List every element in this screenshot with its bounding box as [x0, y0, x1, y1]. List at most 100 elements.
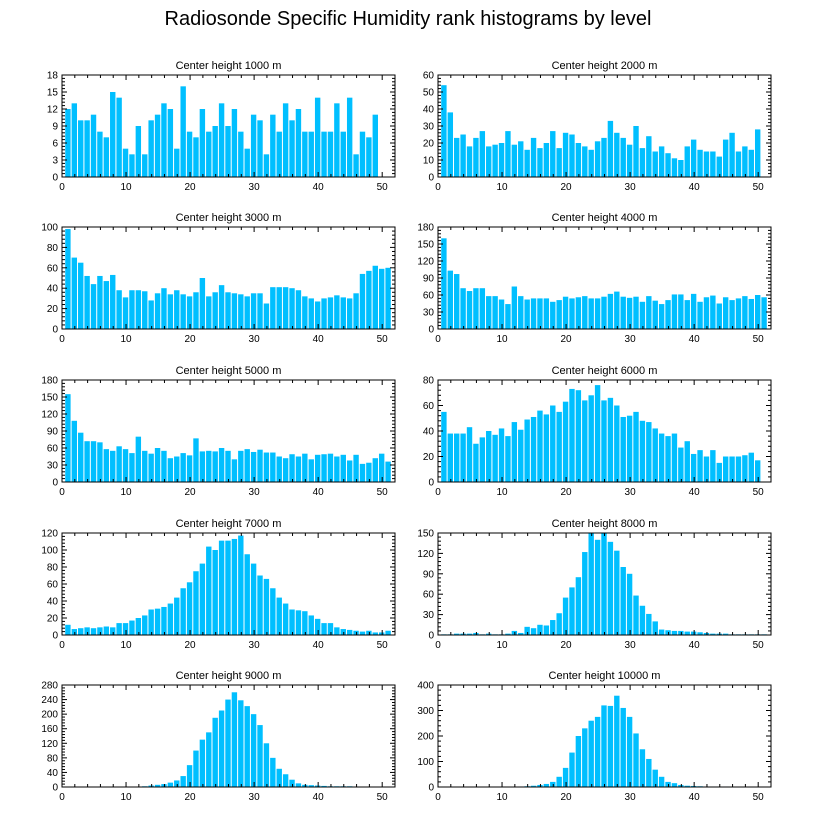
x-tick-label: 50	[753, 487, 765, 498]
histogram-bar	[321, 454, 327, 482]
y-tick-label: 60	[47, 263, 59, 274]
y-tick-label: 20	[423, 139, 435, 150]
x-tick-label: 30	[625, 334, 637, 345]
histogram-bar	[684, 631, 690, 635]
y-tick-label: 60	[423, 401, 435, 412]
histogram-bar	[244, 296, 250, 329]
histogram-bar	[665, 153, 671, 177]
histogram-bar	[652, 428, 658, 482]
histogram-bar	[78, 628, 84, 635]
y-tick-label: 0	[52, 173, 58, 184]
histogram-bar	[441, 411, 447, 483]
y-tick-label: 0	[428, 783, 434, 794]
histogram-bar	[276, 597, 282, 635]
histogram-bar	[543, 298, 550, 329]
histogram-bar	[206, 732, 212, 787]
histogram-bar	[154, 448, 161, 482]
histogram-bar	[71, 420, 78, 482]
histogram-bar	[308, 615, 314, 635]
histogram-bar	[346, 298, 353, 329]
histogram-bar	[671, 783, 678, 787]
histogram-bar	[161, 784, 167, 787]
histogram-panel: Center height 9000 m 0 10 20 30 40 50 0 40 80 120 1…	[41, 670, 396, 803]
histogram-bar	[646, 758, 652, 787]
histogram-bar	[334, 103, 340, 177]
histogram-bar	[231, 538, 238, 635]
y-tick-label: 240	[41, 695, 58, 706]
histogram-bar	[340, 454, 346, 482]
histogram-bar	[652, 151, 658, 177]
panel-title: Center height 7000 m	[176, 518, 282, 530]
histogram-bar	[588, 720, 594, 787]
histogram-bar	[575, 143, 582, 177]
histogram-bar	[321, 131, 327, 177]
histogram-bar	[289, 288, 295, 329]
y-tick-label: 0	[428, 173, 434, 184]
histogram-bar	[556, 300, 562, 329]
histogram-bar	[250, 293, 257, 329]
x-tick-label: 40	[689, 792, 701, 803]
histogram-bar	[295, 610, 302, 635]
histogram-bar	[492, 144, 498, 177]
histogram-bar	[372, 458, 378, 482]
histogram-bar	[142, 450, 148, 482]
histogram-bar	[658, 776, 665, 787]
histogram-bar	[212, 717, 218, 787]
x-tick-label: 50	[753, 182, 765, 193]
histogram-bar	[569, 752, 575, 787]
histogram-bar	[582, 552, 588, 635]
histogram-bar	[161, 103, 167, 177]
histogram-bar	[550, 131, 556, 177]
x-tick-label: 0	[59, 640, 65, 651]
y-tick-label: 0	[428, 478, 434, 489]
y-tick-label: 9	[52, 122, 58, 133]
histogram-bar	[729, 300, 735, 329]
histogram-bar	[722, 297, 729, 329]
histogram-bar	[65, 109, 71, 177]
histogram-bar	[479, 131, 486, 177]
x-tick-label: 50	[753, 792, 765, 803]
x-tick-label: 20	[561, 792, 573, 803]
histogram-bar	[90, 284, 97, 329]
x-tick-label: 40	[313, 792, 325, 803]
y-tick-label: 80	[423, 376, 435, 387]
histogram-bar	[511, 630, 518, 635]
histogram-bar	[174, 148, 180, 177]
histogram-bar	[378, 268, 385, 329]
histogram-bar	[761, 297, 767, 329]
histogram-bar	[748, 452, 754, 482]
histogram-bar	[257, 725, 263, 787]
histogram-bar	[678, 447, 684, 482]
histogram-bar	[614, 291, 620, 329]
histogram-panel: Center height 1000 m 0 10 20 30 40 50 0 3 6 9 12 15 1…	[47, 60, 396, 193]
histogram-bar	[671, 630, 678, 635]
histogram-bar	[594, 539, 601, 635]
histogram-bar	[186, 131, 193, 177]
histogram-bar	[530, 628, 537, 635]
histogram-bar	[614, 132, 620, 177]
histogram-bar	[142, 291, 148, 329]
histogram-bar	[327, 453, 334, 482]
histogram-bar	[537, 624, 543, 635]
histogram-bar	[180, 86, 186, 177]
histogram-bar	[314, 97, 321, 177]
histogram-bar	[340, 131, 346, 177]
histogram-bar	[684, 785, 690, 787]
histogram-bar	[735, 456, 742, 482]
histogram-bar	[620, 137, 626, 177]
histogram-bar	[447, 112, 454, 177]
histogram-bar	[244, 449, 250, 482]
histogram-bar	[186, 455, 193, 482]
histogram-bar	[678, 630, 684, 635]
histogram-bar	[722, 456, 729, 482]
y-tick-label: 30	[47, 461, 59, 472]
histogram-bar	[537, 784, 543, 787]
y-tick-label: 60	[47, 580, 59, 591]
y-tick-label: 120	[417, 549, 434, 560]
histogram-bar	[129, 453, 135, 482]
histogram-bar	[116, 97, 122, 177]
histogram-bar	[142, 154, 148, 177]
y-tick-label: 6	[52, 139, 58, 150]
histogram-bar	[199, 109, 206, 177]
